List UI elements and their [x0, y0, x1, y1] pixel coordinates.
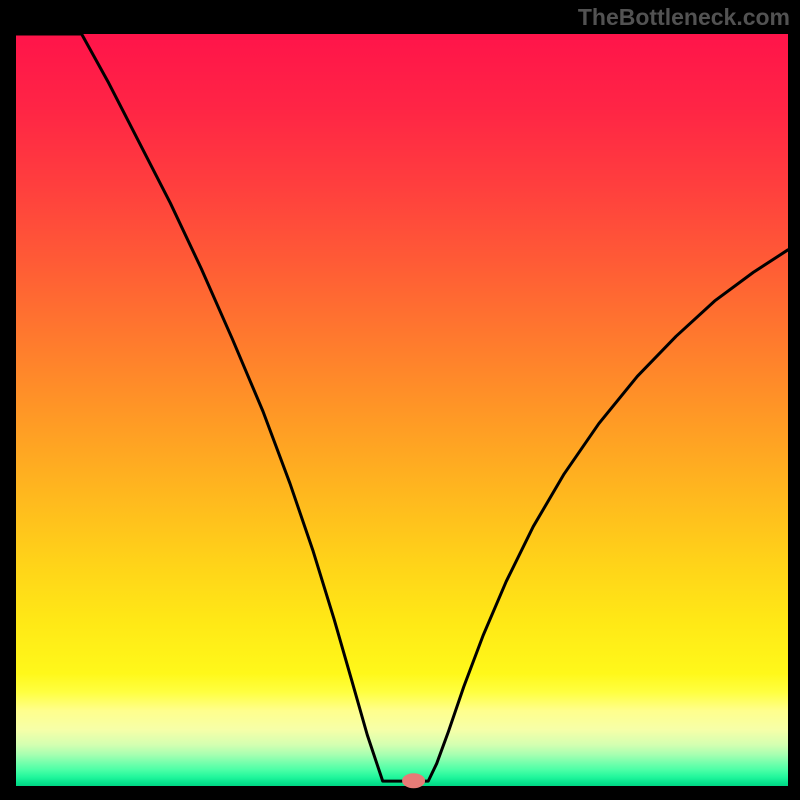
- chart-container: TheBottleneck.com: [0, 0, 800, 800]
- bottleneck-chart: [0, 0, 800, 800]
- watermark-text: TheBottleneck.com: [578, 4, 790, 31]
- vertex-marker: [403, 774, 425, 788]
- plot-gradient-background: [16, 34, 788, 786]
